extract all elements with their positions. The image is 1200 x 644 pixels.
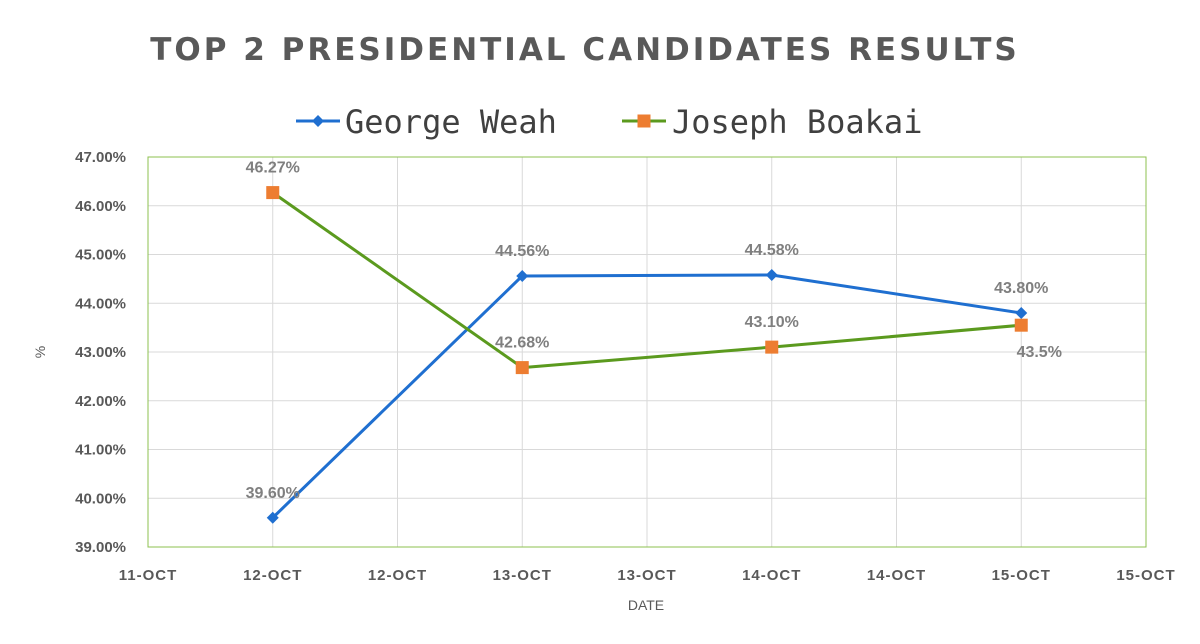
series-line: [271, 273, 1022, 519]
legend-label: Joseph Boakai: [672, 103, 922, 141]
series-joseph-boakai: [266, 186, 1028, 375]
legend: George Weah Joseph Boakai: [296, 103, 922, 141]
y-tick-label: 41.00%: [75, 442, 126, 459]
data-point: [515, 361, 529, 375]
data-labels: 39.60% 44.56% 44.58% 43.80% 46.27% 42.68% 43.1…: [246, 160, 1062, 502]
x-tick-label: 14-OCT: [867, 567, 926, 584]
data-point: [1015, 307, 1028, 319]
data-point: [765, 268, 778, 281]
data-point: [516, 269, 529, 282]
y-tick-label: 40.00%: [75, 490, 126, 507]
y-tick-label: 39.00%: [75, 539, 126, 556]
data-label: 42.68%: [495, 335, 549, 352]
data-point: [266, 511, 279, 524]
y-tick-label: 44.00%: [75, 295, 126, 312]
plot-area-border: [147, 156, 1147, 548]
series-line: [271, 191, 1022, 370]
x-tick-label: 13-OCT: [617, 567, 676, 584]
x-axis-ticks: 11-OCT 12-OCT 12-OCT 13-OCT 13-OCT 14-OCT 14-O…: [119, 567, 1175, 584]
legend-marker: [637, 114, 651, 128]
data-label: 46.27%: [246, 160, 300, 177]
data-label: 39.60%: [246, 485, 300, 502]
data-label: 44.56%: [495, 243, 549, 260]
x-axis-label: DATE: [628, 597, 664, 613]
y-tick-label: 47.00%: [75, 149, 126, 166]
x-tick-label: 14-OCT: [742, 567, 801, 584]
x-tick-label: 15-OCT: [1116, 567, 1175, 584]
y-tick-label: 45.00%: [75, 247, 126, 264]
data-point: [1014, 318, 1028, 332]
y-tick-label: 43.00%: [75, 344, 126, 361]
series-layer: [266, 186, 1028, 524]
legend-item: Joseph Boakai: [622, 103, 922, 141]
y-tick-label: 46.00%: [75, 198, 126, 215]
x-tick-label: 12-OCT: [243, 567, 302, 584]
data-point: [765, 340, 779, 354]
x-tick-label: 12-OCT: [368, 567, 427, 584]
x-tick-label: 13-OCT: [493, 567, 552, 584]
x-tick-label: 11-OCT: [119, 567, 178, 584]
series-george-weah: [266, 268, 1028, 524]
y-axis-ticks: 39.00% 40.00% 41.00% 42.00% 43.00% 44.00% 45.0…: [75, 149, 126, 556]
legend-item: George Weah: [296, 103, 557, 141]
data-label: 43.5%: [1017, 344, 1062, 361]
data-label: 44.58%: [745, 242, 799, 259]
data-label: 43.10%: [745, 314, 799, 331]
chart-title: TOP 2 PRESIDENTIAL CANDIDATES RESULTS: [150, 32, 1019, 68]
legend-marker: [312, 115, 324, 127]
legend-label: George Weah: [345, 103, 557, 141]
y-tick-label: 42.00%: [75, 393, 126, 410]
x-tick-label: 15-OCT: [992, 567, 1051, 584]
data-point: [266, 186, 280, 200]
data-label: 43.80%: [994, 280, 1048, 297]
y-axis-label: %: [32, 346, 48, 358]
